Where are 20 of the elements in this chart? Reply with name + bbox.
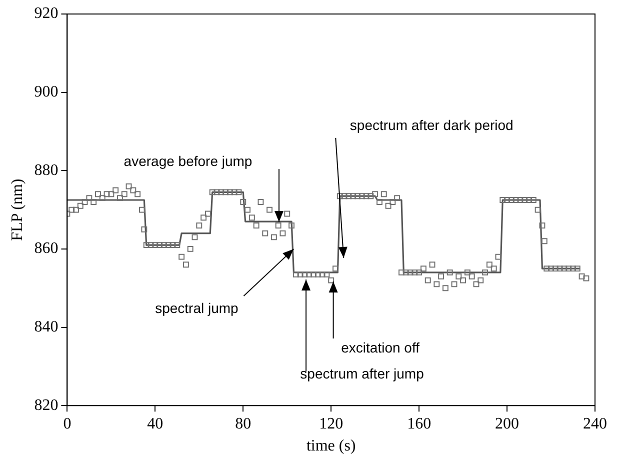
y-tick-label: 920: [34, 5, 58, 22]
x-tick-label: 200: [495, 415, 520, 432]
x-tick-label: 0: [63, 415, 72, 432]
annotation: spectrum after dark period: [350, 116, 514, 133]
annotation: spectrum after jump: [300, 365, 424, 382]
y-axis-title: FLP (nm): [8, 178, 26, 241]
annotation: average before jump: [124, 152, 252, 169]
x-tick-label: 160: [407, 415, 432, 432]
y-tick-label: 900: [34, 84, 58, 101]
x-tick-label: 240: [583, 415, 607, 432]
x-tick-label: 40: [147, 415, 164, 432]
y-tick-label: 860: [34, 240, 58, 258]
x-tick-label: 120: [319, 415, 344, 432]
y-tick-label: 880: [34, 162, 58, 179]
y-tick-label: 820: [34, 396, 58, 414]
x-tick-label: 80: [235, 415, 252, 432]
x-axis-title: time (s): [306, 438, 356, 455]
annotation: excitation off: [341, 339, 420, 356]
y-tick-label: 840: [34, 318, 58, 336]
annotation: spectral jump: [155, 300, 239, 316]
